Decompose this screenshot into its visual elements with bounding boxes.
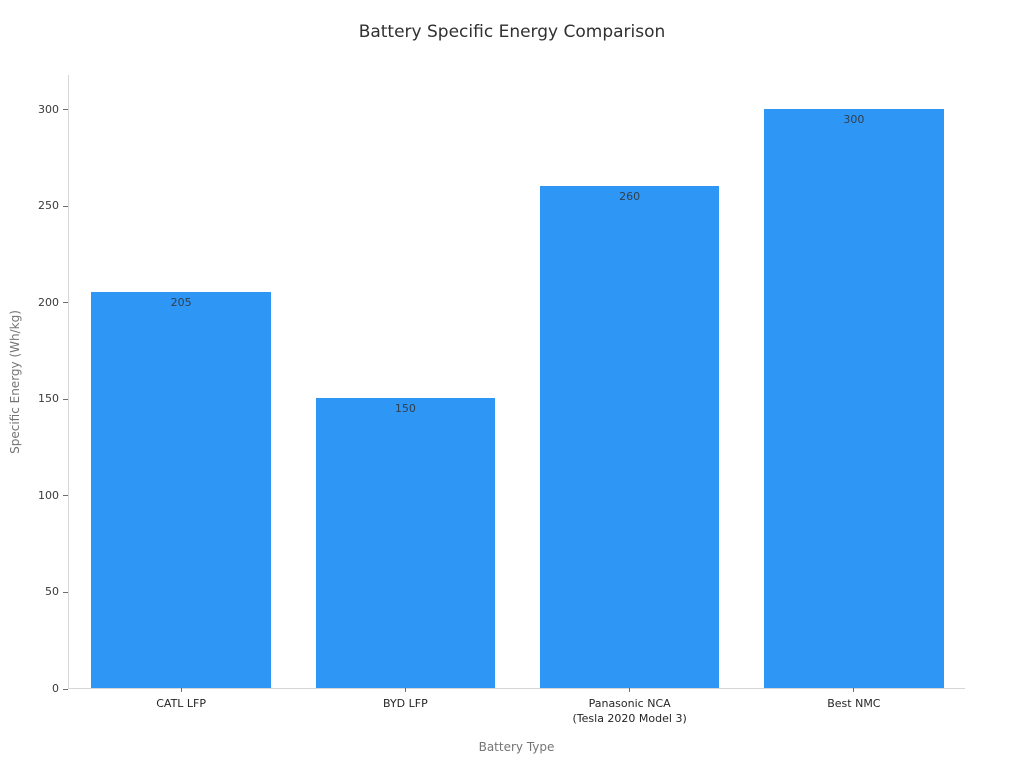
- x-tick-mark-panasonic-nca: [629, 688, 631, 692]
- x-tick-label-best-nmc: Best NMC: [827, 697, 881, 710]
- y-tick-label-300: 300: [38, 102, 59, 116]
- x-tick-mark-catl-lfp: [180, 688, 182, 692]
- y-axis-title: Specific Energy (Wh/kg): [8, 310, 22, 454]
- y-tick-mark-50: [63, 591, 68, 593]
- x-tick-label-byd-lfp: BYD LFP: [383, 697, 428, 710]
- x-axis-title: Battery Type: [478, 740, 555, 754]
- y-tick-mark-200: [63, 302, 68, 304]
- y-tick-mark-150: [63, 398, 68, 400]
- y-tick-mark-300: [63, 109, 68, 111]
- bar-catl-lfp: 205: [91, 292, 271, 688]
- y-tick-label-150: 150: [38, 392, 59, 406]
- chart-title: Battery Specific Energy Comparison: [358, 22, 666, 42]
- plot-area: 0 50 100 150 200 250 300 205 CATL LFP 150 BYD LFP 2…: [38, 75, 965, 725]
- bar-panasonic-nca: 260: [539, 186, 720, 688]
- x-tick-mark-byd-lfp: [404, 688, 406, 692]
- bar-value-label-byd-lfp: 150: [394, 402, 416, 416]
- y-tick-mark-100: [63, 495, 68, 497]
- x-tick-label-panasonic-nca: Panasonic NCA (Tesla 2020 Model 3): [572, 697, 687, 725]
- bar-value-label-catl-lfp: 205: [170, 296, 192, 310]
- y-tick-mark-250: [63, 205, 68, 207]
- bar-best-nmc: 300: [764, 108, 944, 688]
- y-tick-label-100: 100: [38, 488, 59, 502]
- bar-value-label-panasonic-nca: 260: [619, 190, 641, 203]
- x-tick-label-catl-lfp: CATL LFP: [156, 697, 207, 710]
- y-tick-label-50: 50: [45, 585, 59, 599]
- y-tick-label-200: 200: [38, 295, 59, 309]
- y-tick-label-0: 0: [52, 682, 59, 695]
- y-tick-mark-0: [63, 688, 68, 690]
- y-tick-label-250: 250: [38, 199, 59, 213]
- bar-value-label-best-nmc: 300: [843, 112, 865, 126]
- x-tick-mark-best-nmc: [853, 688, 855, 692]
- bar-byd-lfp: 150: [315, 398, 496, 688]
